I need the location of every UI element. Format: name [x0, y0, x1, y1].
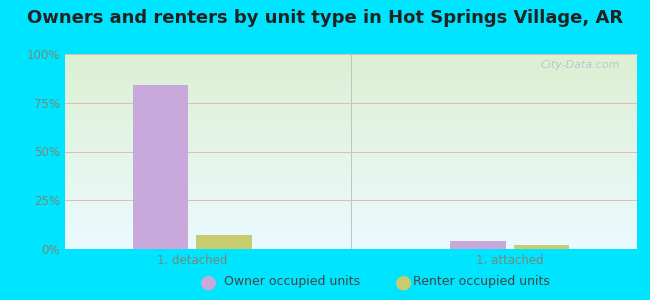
Text: Owner occupied units: Owner occupied units — [224, 275, 360, 289]
Bar — [196, 235, 252, 249]
Text: ●: ● — [200, 272, 216, 292]
Text: Renter occupied units: Renter occupied units — [413, 275, 550, 289]
Bar — [514, 245, 569, 249]
Bar — [133, 85, 188, 249]
Bar — [450, 241, 506, 249]
Text: Owners and renters by unit type in Hot Springs Village, AR: Owners and renters by unit type in Hot S… — [27, 9, 623, 27]
Text: City-Data.com: City-Data.com — [540, 60, 620, 70]
Text: ●: ● — [395, 272, 411, 292]
